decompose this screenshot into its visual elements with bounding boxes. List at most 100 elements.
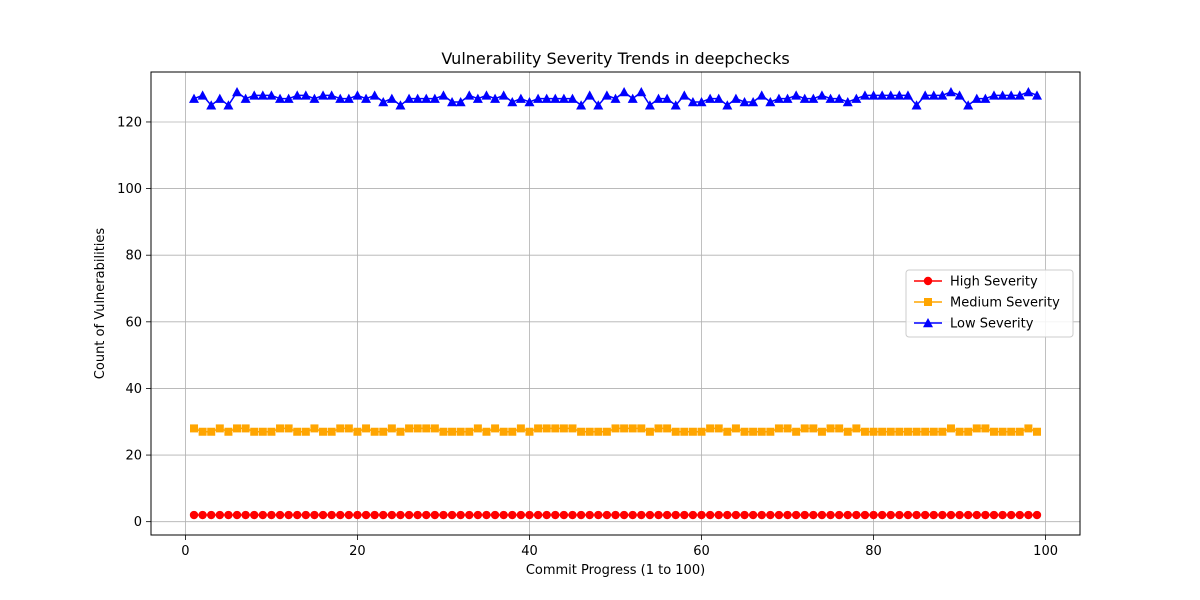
data-point: [395, 100, 406, 110]
data-point: [447, 96, 458, 107]
data-point: [610, 93, 621, 103]
data-point: [1006, 510, 1016, 520]
data-point: [731, 510, 741, 520]
data-point: [714, 424, 723, 433]
data-point: [894, 90, 905, 100]
data-point: [688, 510, 698, 520]
series-low-severity: [189, 86, 1042, 110]
y-tick-label: 80: [125, 249, 142, 264]
data-point: [559, 510, 569, 520]
data-point: [903, 427, 912, 436]
data-point: [276, 424, 285, 433]
data-point: [756, 90, 767, 100]
data-point: [697, 427, 706, 436]
data-point: [584, 90, 595, 100]
data-point: [860, 510, 870, 520]
data-point: [250, 427, 259, 436]
data-point: [190, 424, 199, 433]
data-point: [413, 510, 422, 520]
data-point: [739, 96, 750, 107]
x-tick-label: 40: [521, 544, 538, 559]
data-point: [791, 90, 802, 100]
data-point: [361, 93, 372, 103]
data-point: [817, 510, 827, 520]
data-point: [886, 427, 895, 436]
data-point: [198, 427, 207, 436]
data-point: [628, 510, 637, 520]
data-point: [318, 90, 329, 100]
legend: High Severity Medium Severity Low Severity: [905, 269, 1074, 338]
data-point: [842, 96, 853, 107]
data-point: [300, 90, 311, 100]
data-point: [293, 510, 302, 520]
data-point: [481, 90, 492, 100]
data-point: [396, 510, 405, 520]
data-point: [568, 510, 577, 520]
series-medium-severity: [190, 424, 1041, 436]
data-point: [937, 90, 948, 100]
data-point: [782, 93, 793, 103]
data-point: [1006, 90, 1017, 100]
data-point: [852, 510, 861, 520]
data-point: [594, 510, 603, 520]
data-point: [921, 427, 930, 436]
data-point: [731, 424, 740, 433]
data-point: [826, 424, 835, 433]
data-point: [972, 424, 981, 433]
data-point: [809, 510, 818, 520]
data-point: [327, 427, 336, 436]
series-high-severity: [189, 510, 1042, 520]
data-point: [1031, 90, 1042, 100]
data-point: [465, 510, 474, 520]
data-point: [954, 90, 965, 100]
data-point: [637, 510, 646, 520]
data-point: [825, 93, 836, 103]
data-point: [352, 90, 363, 100]
data-point: [895, 427, 904, 436]
data-point: [611, 510, 620, 520]
data-point: [430, 424, 439, 433]
data-point: [189, 93, 200, 103]
data-point: [421, 93, 432, 103]
data-point: [422, 510, 431, 520]
data-point: [636, 86, 647, 97]
data-point: [730, 93, 741, 103]
data-point: [662, 510, 672, 520]
data-point: [319, 427, 328, 436]
data-point: [783, 424, 792, 433]
data-point: [525, 510, 534, 520]
y-tick-label: 0: [134, 515, 142, 530]
data-point: [748, 510, 758, 520]
data-point: [611, 424, 620, 433]
legend-item: High Severity: [914, 275, 1038, 290]
data-point: [215, 424, 224, 433]
data-point: [439, 510, 448, 520]
legend-label: Medium Severity: [950, 296, 1060, 311]
data-point: [705, 93, 716, 103]
data-point: [542, 510, 551, 520]
data-point: [696, 96, 707, 107]
data-point: [895, 510, 904, 520]
data-point: [379, 510, 388, 520]
data-point: [835, 424, 844, 433]
data-point: [387, 510, 397, 520]
data-point: [998, 510, 1007, 520]
data-point: [533, 510, 543, 520]
y-tick-label: 100: [117, 182, 142, 197]
data-point: [928, 90, 939, 100]
data-point: [594, 427, 603, 436]
data-point: [671, 427, 680, 436]
data-point: [207, 510, 216, 520]
data-point: [912, 510, 921, 520]
data-point: [533, 93, 544, 103]
data-point: [336, 424, 345, 433]
data-point: [585, 510, 594, 520]
data-point: [464, 90, 475, 100]
data-point: [938, 427, 947, 436]
data-point: [559, 424, 568, 433]
data-point: [455, 96, 466, 107]
data-point: [946, 510, 956, 520]
x-tick-label: 60: [693, 544, 710, 559]
data-point: [310, 424, 319, 433]
data-point: [886, 510, 895, 520]
